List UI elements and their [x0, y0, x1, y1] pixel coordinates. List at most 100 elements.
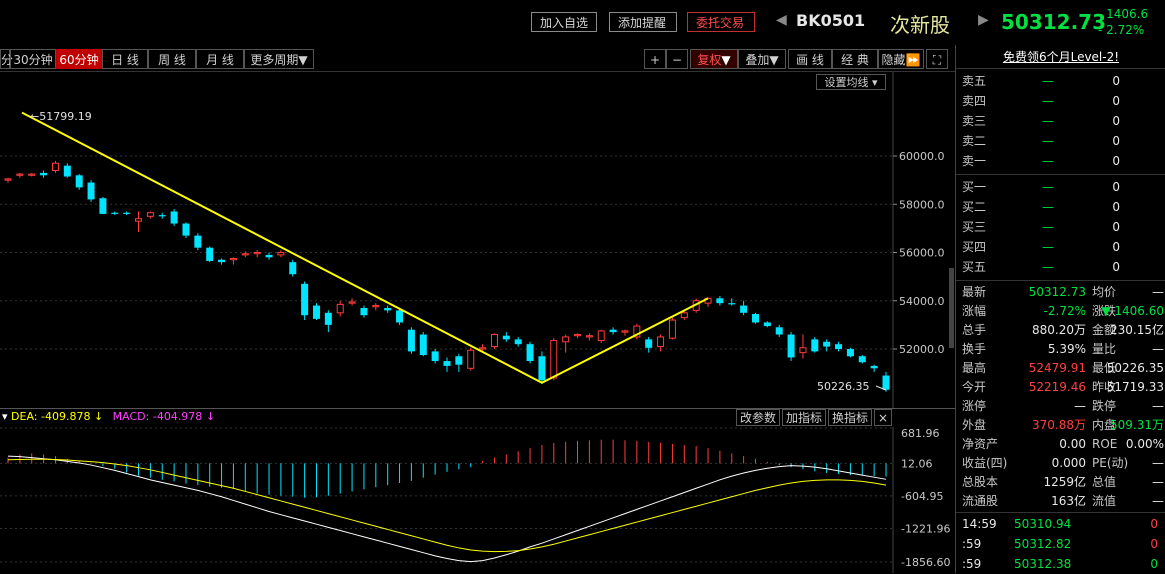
- fuquan-dropdown[interactable]: 复权▼: [690, 49, 738, 69]
- period-60min[interactable]: 60分钟: [56, 49, 102, 69]
- bid-row: 买二 — 0: [956, 197, 1165, 217]
- candle-body-up: [4, 178, 12, 181]
- period-more-dropdown[interactable]: 更多周期▼: [244, 49, 314, 69]
- candle-body-down: [194, 235, 202, 248]
- close-indicator-icon[interactable]: ×: [874, 409, 892, 426]
- stat-value: 509.31万: [1110, 418, 1164, 432]
- ask-label: 卖二: [962, 134, 987, 148]
- dea-legend: DEA: -409.878: [11, 410, 91, 423]
- candle-body-down: [846, 349, 854, 357]
- dropdown-arrow-icon: ▾: [871, 76, 878, 89]
- candle-body-down: [360, 307, 368, 316]
- candle-body-down: [170, 211, 178, 224]
- stat-label: ROE: [1092, 437, 1118, 451]
- stat-value: —: [1152, 475, 1164, 489]
- candle-body-down: [99, 198, 107, 214]
- period-1min[interactable]: 分: [0, 49, 13, 69]
- double-arrow-right-icon: ⏩: [905, 53, 921, 67]
- candle-body-down: [455, 356, 463, 365]
- add-watchlist-button[interactable]: 加入自选: [531, 12, 597, 32]
- candle-body-down: [40, 172, 48, 176]
- kline-chart[interactable]: 60000.0 58000.0 56000.0 54000.0 52000.0 ←5179…: [0, 72, 955, 408]
- period-week[interactable]: 周 线: [148, 49, 196, 69]
- last-price: 50312.73: [1001, 10, 1107, 34]
- candle-body-down: [751, 314, 759, 323]
- stat-value: —: [1074, 399, 1086, 413]
- candle-body-down: [882, 375, 890, 390]
- stat-value: 0.000: [1051, 456, 1086, 470]
- stat-row: 换手 5.39% 量比 —: [956, 339, 1165, 359]
- candle-body-up: [135, 218, 143, 222]
- candle-body-up: [680, 312, 688, 319]
- period-toolbar: 分 30分钟 60分钟 日 线 周 线 月 线 更多周期▼ + − 复权▼ 叠加…: [0, 47, 955, 72]
- next-stock-icon[interactable]: ▶: [978, 12, 989, 28]
- candle-body-down: [740, 305, 748, 313]
- top-bar: 加入自选 添加提醒 委托交易 ◀ BK0501 次新股 ▶ 50312.73 -…: [0, 0, 1165, 45]
- stat-label: 净资产: [962, 437, 999, 451]
- prev-stock-icon[interactable]: ◀: [776, 12, 787, 28]
- bid-volume: 0: [1112, 220, 1120, 234]
- zoom-out-button[interactable]: −: [666, 49, 688, 69]
- zoom-in-button[interactable]: +: [644, 49, 666, 69]
- candle-body-down: [206, 247, 214, 261]
- candle-body-down: [811, 339, 819, 352]
- period-month[interactable]: 月 线: [196, 49, 244, 69]
- candle-body-down: [419, 334, 427, 356]
- stat-label: 外盘: [962, 418, 987, 432]
- candle-body-down: [514, 339, 522, 345]
- stat-value: 0.00%: [1125, 437, 1164, 451]
- trade-button[interactable]: 委托交易: [687, 12, 755, 32]
- macd-tick-label: 12.06: [901, 457, 933, 470]
- edit-params-button[interactable]: 改参数: [736, 409, 780, 426]
- bid-volume: 0: [1112, 260, 1120, 274]
- candle-body-down: [123, 212, 131, 214]
- tick-volume: 0: [1150, 517, 1158, 531]
- stat-label: 最低: [1092, 361, 1117, 375]
- stat-row: 最新 50312.73 均价 —: [956, 282, 1165, 302]
- candle-body-up: [799, 347, 807, 354]
- add-indicator-button[interactable]: 加指标: [782, 409, 826, 426]
- ask-row: 卖三 — 0: [956, 111, 1165, 131]
- candle-body-up: [277, 252, 285, 256]
- candle-body-down: [538, 356, 546, 381]
- candle-body-down: [407, 329, 415, 352]
- classic-button[interactable]: 经 典: [832, 49, 878, 69]
- stat-label: 量比: [1092, 342, 1117, 356]
- period-day[interactable]: 日 线: [102, 49, 148, 69]
- candle-body-up: [668, 319, 676, 339]
- ask-row: 卖四 — 0: [956, 91, 1165, 111]
- dea-arrow-icon: ↓: [93, 410, 104, 423]
- tick-time: :59: [962, 537, 982, 551]
- dea-line: [7, 458, 887, 553]
- macd-chart[interactable]: 681.96 12.06 -604.95 -1221.96 -1856.60: [0, 427, 955, 573]
- overlay-dropdown[interactable]: 叠加▼: [738, 49, 786, 69]
- candle-body-down: [87, 182, 95, 200]
- bid-price: —: [1042, 200, 1054, 214]
- tick-price: 50312.82: [1014, 537, 1072, 551]
- level2-promo-link[interactable]: 免费领6个月Level-2!: [1002, 50, 1120, 64]
- macd-arrow-icon: ↓: [205, 410, 216, 423]
- stat-value: 5.39%: [1047, 342, 1086, 356]
- stat-label: 收益(四): [962, 456, 1008, 470]
- candle-body-down: [63, 165, 71, 177]
- tick-time: :59: [962, 557, 982, 571]
- period-30min[interactable]: 30分钟: [10, 49, 56, 69]
- stat-value: —: [1152, 285, 1164, 299]
- candle-body-up: [585, 335, 593, 338]
- bid-volume: 0: [1112, 240, 1120, 254]
- candle-body-down: [443, 361, 451, 366]
- add-alert-button[interactable]: 添加提醒: [609, 12, 677, 32]
- candle-body-up: [633, 325, 641, 338]
- ma-settings-dropdown[interactable]: 设置均线 ▾: [816, 74, 886, 90]
- low-price-pointer: [875, 385, 887, 391]
- stat-row: 总手 880.20万 金额 230.15亿: [956, 320, 1165, 340]
- draw-line-button[interactable]: 画 线: [788, 49, 832, 69]
- candle-body-down: [858, 356, 866, 363]
- ask-label: 卖三: [962, 114, 987, 128]
- switch-indicator-button[interactable]: 换指标: [828, 409, 872, 426]
- stat-label: 均价: [1092, 285, 1117, 299]
- fullscreen-icon[interactable]: ⛶: [926, 49, 948, 69]
- hide-button[interactable]: 隐藏⏩: [878, 49, 924, 69]
- candle-body-up: [490, 334, 498, 348]
- macd-tick-label: -1856.60: [901, 556, 950, 569]
